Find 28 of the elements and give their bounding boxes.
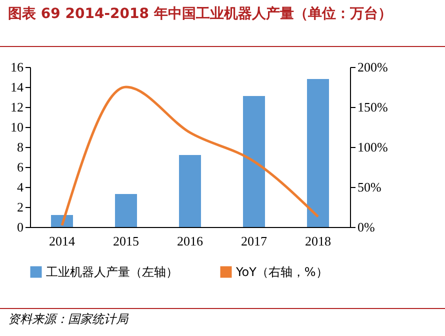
x-tick-label: 2018	[305, 234, 331, 248]
y2-tick-label: 200%	[358, 60, 388, 74]
bar	[307, 79, 329, 227]
y-tick-label: 8	[17, 140, 24, 154]
x-tick-label: 2017	[241, 234, 268, 248]
line-series	[60, 86, 320, 227]
chart-title: 图表 69 2014-2018 年中国工业机器人产量（单位：万台）	[0, 0, 445, 47]
bar	[179, 155, 201, 227]
text: 资料来源：国家统计局	[0, 308, 445, 330]
y-tick-label: 12	[10, 100, 24, 114]
legend-label: YoY（右轴，%）	[235, 265, 328, 279]
y-tick-label: 2	[17, 200, 24, 214]
y-tick-label: 14	[10, 80, 24, 94]
y-tick-label: 16	[10, 60, 24, 74]
bar	[243, 96, 265, 227]
y2-tick-label: 150%	[358, 100, 388, 114]
legend-label: 工业机器人产量（左轴）	[46, 265, 178, 279]
y2-tick-label: 100%	[358, 140, 388, 154]
y-tick-label: 6	[17, 160, 24, 174]
x-tick-label: 2015	[113, 234, 139, 248]
y-tick-label: 4	[17, 180, 24, 194]
x-tick-label: 2014	[49, 234, 76, 248]
y-tick-label: 10	[10, 120, 24, 134]
y2-tick-label: 0%	[358, 220, 375, 234]
y-tick-label: 0	[17, 220, 24, 234]
bar	[115, 194, 137, 227]
y2-tick-label: 50%	[358, 180, 382, 194]
x-tick-label: 2016	[177, 234, 204, 248]
